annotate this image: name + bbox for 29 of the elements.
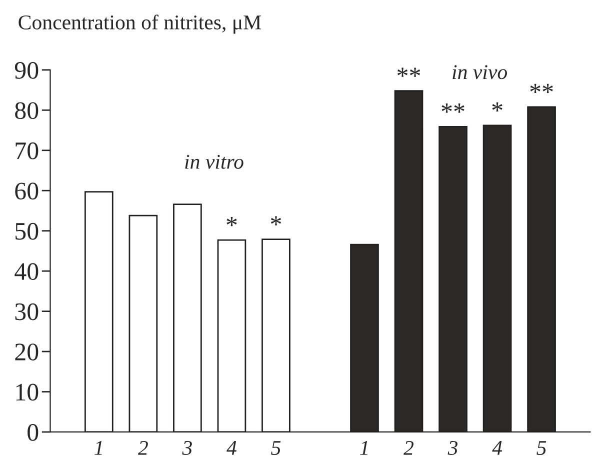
y-tick-label: 80 <box>15 102 38 120</box>
y-tick-label: 70 <box>16 142 38 160</box>
x-tick-label: 4 <box>492 441 502 455</box>
series-label: in vitro <box>185 154 244 169</box>
y-tick-label: 20 <box>15 344 38 360</box>
x-tick-label: 2 <box>138 440 148 455</box>
x-tick-label: 1 <box>360 441 368 455</box>
series-label: in vivo <box>452 65 508 80</box>
y-tick-label: 50 <box>16 222 38 240</box>
y-tick-label: 10 <box>16 384 38 401</box>
y-tick-label: 40 <box>14 263 38 280</box>
x-tick-label: 4 <box>226 441 236 455</box>
y-tick-label: 0 <box>28 424 38 441</box>
y-tick-label: 30 <box>15 303 38 320</box>
x-tick-label: 3 <box>448 440 458 455</box>
x-tick-label: 5 <box>536 441 546 455</box>
x-tick-label: 2 <box>404 440 414 455</box>
data-label: * <box>492 102 502 112</box>
data-label: ** <box>442 104 464 113</box>
x-tick-label: 5 <box>271 441 281 455</box>
y-axis-title: Concentration of nitrites, μM <box>18 14 261 34</box>
x-tick-label: 1 <box>94 441 102 455</box>
y-tick-label: 60 <box>15 182 38 200</box>
data-label: ** <box>397 68 420 77</box>
x-tick-label: 3 <box>182 440 192 455</box>
data-label: ** <box>530 84 553 94</box>
data-label: * <box>226 217 237 226</box>
data-label: * <box>270 216 282 226</box>
y-tick-label: 90 <box>14 62 38 79</box>
